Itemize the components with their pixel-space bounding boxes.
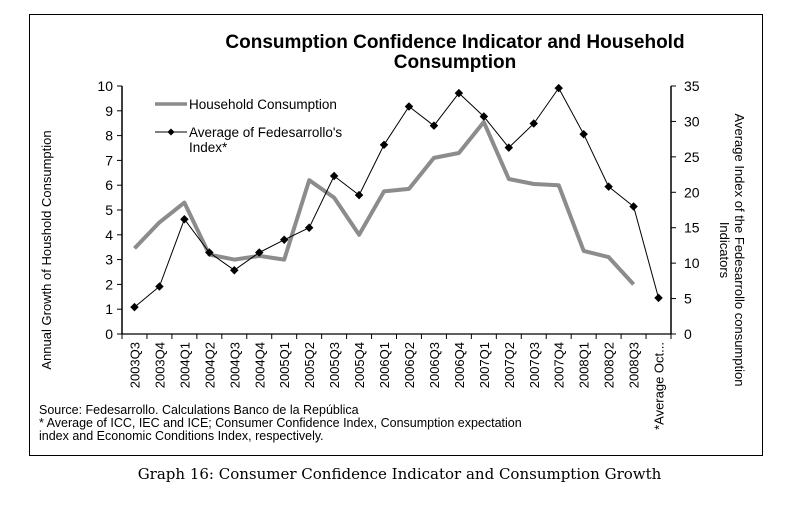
- x-tick-label: 2007Q2: [502, 342, 517, 388]
- fedesarrollo-index-point: [429, 121, 439, 130]
- x-tick-label: 2004Q1: [177, 342, 192, 388]
- right-tick-label: 25: [684, 149, 700, 165]
- left-tick-label: 2: [105, 276, 113, 292]
- x-tick-label: 2006Q1: [377, 342, 392, 388]
- chart-title-line-1: Consumption Confidence Indicator and Hou…: [225, 32, 684, 53]
- figure-frame: [29, 14, 763, 456]
- x-tick-label: 2005Q4: [352, 342, 367, 388]
- fedesarrollo-index-point: [379, 140, 389, 150]
- left-tick-label: 3: [105, 252, 113, 268]
- x-tick-label: 2007Q3: [527, 342, 542, 388]
- source-note: Source: Fedesarrollo. Calculations Banco…: [39, 403, 359, 417]
- left-tick-label: 4: [105, 227, 113, 243]
- fedesarrollo-index-point: [579, 129, 588, 139]
- axes: 0 1 2 3 4 5 6 7 8 9 10 0 5 10 15 20 25 30 35: [97, 78, 699, 342]
- fedesarrollo-index-point: [205, 248, 214, 257]
- x-tick-label: 2008Q2: [602, 342, 617, 388]
- fedesarrollo-index-point: [279, 235, 289, 245]
- chart-title-line-2: Consumption: [394, 52, 516, 73]
- x-tick-label: 2005Q1: [277, 342, 292, 388]
- left-tick-label: 10: [97, 78, 113, 94]
- fedesarrollo-index-point: [554, 83, 563, 93]
- x-tick-label: *Average Oct...: [652, 342, 667, 430]
- fedesarrollo-index-point: [304, 223, 314, 232]
- figure-caption: Graph 16: Consumer Confidence Indicator …: [137, 465, 662, 483]
- fedesarrollo-index-line: [134, 87, 659, 308]
- x-tick-label: 2005Q2: [302, 342, 317, 388]
- x-tick-label: 2006Q4: [452, 342, 467, 388]
- footnote-line-1: * Average of ICC, IEC and ICE; Consumer …: [39, 416, 522, 430]
- right-tick-label: 35: [684, 78, 700, 94]
- fedesarrollo-index-point: [479, 112, 489, 121]
- x-tick-label: 2007Q1: [477, 342, 492, 388]
- left-tick-label: 9: [105, 103, 113, 119]
- legend-label-index-line-1: Average of Fedesarrollo's: [189, 125, 342, 140]
- x-tick-label: 2007Q4: [552, 342, 567, 388]
- left-tick-label: 7: [105, 152, 113, 168]
- right-axis-label-line-2: Indicators: [717, 222, 732, 279]
- x-tick-label: 2005Q3: [327, 342, 342, 388]
- fedesarrollo-index-point: [404, 102, 414, 111]
- legend: Household Consumption Average of Fedesar…: [155, 97, 342, 155]
- right-tick-label: 10: [684, 255, 700, 271]
- left-tick-label: 0: [105, 326, 113, 342]
- x-tick-label: 2008Q1: [577, 342, 592, 388]
- household-consumption-line: [133, 120, 636, 286]
- right-tick-label: 20: [684, 184, 700, 200]
- right-tick-label: 5: [684, 291, 692, 307]
- right-tick-label: 30: [684, 113, 700, 129]
- fedesarrollo-index-point: [354, 190, 364, 200]
- x-tick-label: 2008Q3: [627, 342, 642, 388]
- legend-label-index-line-2: Index*: [189, 140, 228, 155]
- fedesarrollo-index-point: [654, 293, 663, 303]
- fedesarrollo-index-point: [155, 282, 164, 291]
- fedesarrollo-index-point: [454, 88, 464, 98]
- right-tick-label: 15: [684, 220, 700, 236]
- footnote-line-2: index and Economic Conditions Index, res…: [39, 429, 324, 443]
- x-tick-label: 2003Q4: [152, 342, 167, 388]
- x-tick-label: 2006Q2: [402, 342, 417, 388]
- x-tick-label: 2003Q3: [127, 342, 142, 388]
- fedesarrollo-index-point: [504, 143, 514, 152]
- left-tick-label: 8: [105, 128, 113, 144]
- right-tick-label: 0: [684, 326, 692, 342]
- left-axis-label: Annual Growth of Houshold Consumption: [39, 130, 54, 369]
- fedesarrollo-index-point: [130, 302, 139, 312]
- x-tick-label: 2004Q4: [252, 342, 267, 388]
- fedesarrollo-index-point: [230, 265, 239, 275]
- right-axis-label-line-1: Average Index of the Fedesarrollo consum…: [732, 114, 747, 387]
- fedesarrollo-index-point: [255, 248, 264, 257]
- series-layer: [130, 83, 663, 312]
- legend-marker-diamond: [167, 128, 175, 136]
- left-tick-label: 5: [105, 202, 113, 218]
- fedesarrollo-index-point: [180, 214, 189, 224]
- x-tick-label: 2004Q3: [227, 342, 242, 388]
- left-tick-label: 1: [105, 301, 113, 317]
- x-tick-label: 2006Q3: [427, 342, 442, 388]
- x-tick-label: 2004Q2: [202, 342, 217, 388]
- x-tick-labels: 2003Q3 2003Q4 2004Q1 2004Q2 2004Q3 2004Q4 2005…: [127, 342, 666, 430]
- fedesarrollo-index-point: [329, 171, 339, 181]
- left-tick-label: 6: [105, 177, 113, 193]
- legend-label-household: Household Consumption: [189, 97, 337, 112]
